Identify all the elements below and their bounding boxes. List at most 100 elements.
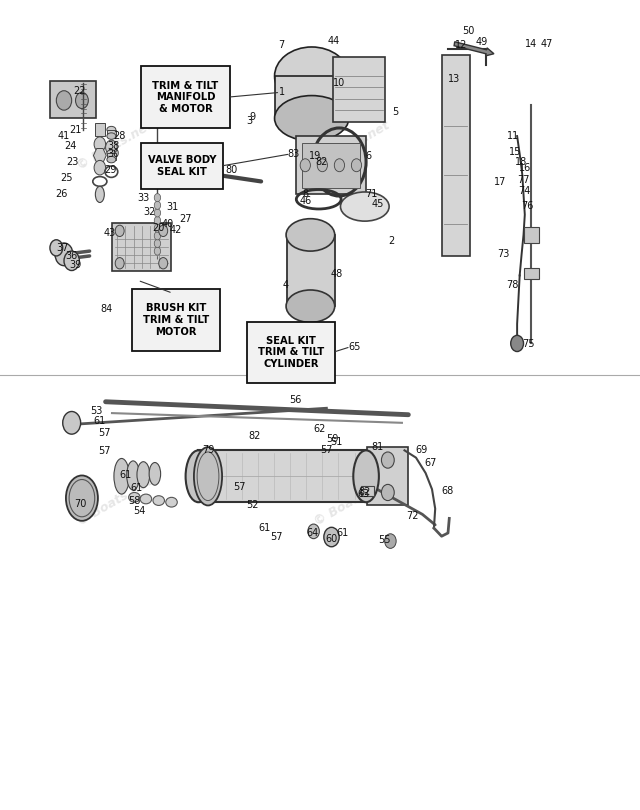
Text: 2: 2: [388, 237, 395, 246]
Text: 61: 61: [119, 470, 132, 480]
Text: 51: 51: [330, 437, 343, 447]
Ellipse shape: [107, 156, 116, 163]
Text: 48: 48: [330, 269, 343, 279]
Text: 57: 57: [270, 532, 283, 542]
Text: 76: 76: [521, 201, 534, 211]
Circle shape: [154, 194, 161, 202]
Circle shape: [381, 484, 394, 501]
Text: 69: 69: [415, 446, 428, 455]
Text: 4: 4: [283, 280, 289, 290]
Text: 52: 52: [246, 500, 259, 509]
Text: 47: 47: [540, 39, 553, 49]
Text: 31: 31: [166, 202, 179, 212]
Text: 41: 41: [58, 131, 70, 141]
Bar: [442, 55, 470, 256]
Text: 36: 36: [65, 251, 78, 261]
FancyBboxPatch shape: [141, 66, 230, 128]
Text: 58: 58: [128, 496, 141, 505]
Ellipse shape: [194, 447, 222, 505]
Text: 75: 75: [522, 339, 535, 349]
Ellipse shape: [186, 450, 211, 502]
Bar: [95, 123, 105, 136]
Circle shape: [76, 92, 88, 109]
Bar: [107, 153, 116, 160]
Bar: [296, 136, 366, 194]
Text: 37: 37: [56, 243, 69, 253]
Text: 3: 3: [246, 117, 253, 126]
Text: 24: 24: [64, 141, 77, 151]
Text: 13: 13: [448, 75, 461, 84]
Circle shape: [56, 91, 72, 110]
Text: 25: 25: [60, 173, 73, 183]
Text: 38: 38: [108, 141, 120, 151]
Text: 15: 15: [509, 147, 522, 157]
Circle shape: [50, 240, 63, 256]
Circle shape: [308, 524, 319, 539]
Ellipse shape: [275, 96, 349, 141]
Circle shape: [64, 251, 79, 271]
Text: 18: 18: [515, 157, 527, 167]
Text: 77: 77: [517, 175, 530, 185]
Circle shape: [115, 225, 124, 237]
Text: 46: 46: [300, 196, 312, 206]
Text: 82: 82: [358, 487, 371, 497]
Text: 55: 55: [378, 535, 390, 545]
Circle shape: [381, 452, 394, 468]
Bar: [50, 81, 96, 118]
Bar: [112, 223, 171, 271]
Text: 33: 33: [137, 193, 150, 202]
Circle shape: [94, 160, 106, 175]
Text: 10: 10: [333, 78, 346, 87]
Text: 26: 26: [55, 190, 68, 199]
Ellipse shape: [140, 494, 152, 504]
Text: 82: 82: [248, 431, 261, 441]
Text: 73: 73: [497, 249, 509, 259]
Ellipse shape: [95, 186, 104, 202]
Text: 70: 70: [74, 499, 87, 509]
Ellipse shape: [166, 497, 177, 507]
Text: 57: 57: [98, 428, 111, 437]
Text: TRIM & TILT
MANIFOLD
& MOTOR: TRIM & TILT MANIFOLD & MOTOR: [152, 81, 219, 113]
Text: © Boats.net: © Boats.net: [75, 119, 156, 173]
Text: 20: 20: [152, 224, 165, 233]
Ellipse shape: [137, 462, 150, 488]
Text: 64: 64: [306, 528, 319, 538]
Text: 12: 12: [454, 40, 467, 50]
Circle shape: [300, 159, 310, 172]
Circle shape: [154, 224, 161, 232]
Ellipse shape: [66, 475, 98, 521]
Text: 40: 40: [161, 219, 174, 228]
Text: 62: 62: [314, 424, 326, 434]
FancyArrow shape: [454, 42, 494, 56]
Circle shape: [385, 534, 396, 548]
Text: 42: 42: [169, 225, 182, 235]
Text: 57: 57: [233, 482, 246, 492]
Text: 61: 61: [336, 528, 349, 538]
Text: 29: 29: [104, 165, 116, 175]
Text: 61: 61: [258, 523, 271, 533]
Circle shape: [159, 225, 168, 237]
Text: 57: 57: [320, 446, 333, 455]
Bar: [361, 486, 374, 496]
Text: 71: 71: [365, 190, 378, 199]
Text: 82: 82: [315, 157, 328, 167]
Bar: [302, 143, 360, 188]
Text: 11: 11: [507, 131, 520, 141]
Text: 8: 8: [303, 190, 309, 199]
Ellipse shape: [340, 192, 389, 221]
Circle shape: [94, 137, 106, 151]
Text: 22: 22: [73, 86, 86, 96]
Circle shape: [511, 335, 524, 352]
Text: 61: 61: [131, 483, 143, 492]
Bar: [524, 268, 539, 279]
Text: © Boats.net: © Boats.net: [75, 475, 156, 529]
Text: 7: 7: [278, 40, 285, 50]
Circle shape: [154, 247, 161, 255]
Text: 44: 44: [328, 36, 340, 45]
Text: 78: 78: [506, 280, 518, 290]
Ellipse shape: [275, 47, 349, 105]
Text: 9: 9: [250, 112, 256, 122]
Ellipse shape: [353, 450, 379, 502]
FancyBboxPatch shape: [141, 143, 223, 189]
Text: 27: 27: [179, 214, 192, 224]
